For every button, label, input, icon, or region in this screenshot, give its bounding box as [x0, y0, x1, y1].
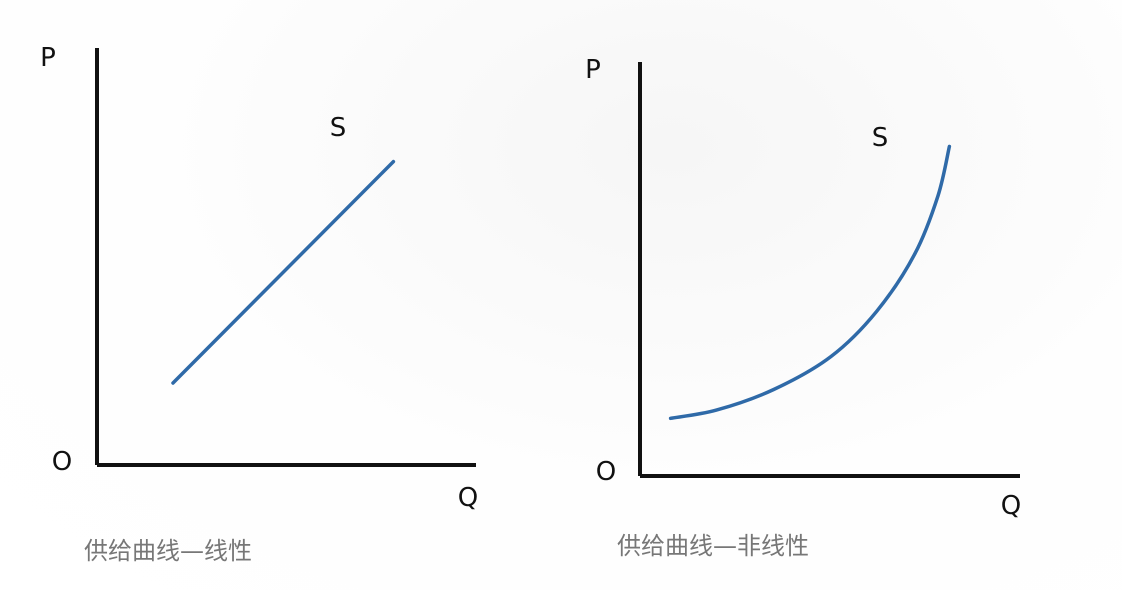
series-label: S — [330, 113, 347, 143]
chart-panel-1: P O Q S 供给曲线—线性 — [40, 43, 478, 565]
chart-caption: 供给曲线—线性 — [84, 537, 252, 565]
origin-label: O — [596, 457, 616, 487]
supply-curve-line — [668, 144, 952, 421]
supply-curve-line — [171, 159, 396, 385]
x-axis-label: Q — [1001, 491, 1021, 521]
series-label: S — [872, 123, 889, 153]
chart-panel-2: P O Q S 供给曲线—非线性 — [585, 55, 1021, 560]
y-axis-label: P — [40, 43, 56, 73]
y-axis-label: P — [585, 55, 601, 85]
chart-caption: 供给曲线—非线性 — [617, 532, 809, 560]
origin-label: O — [52, 447, 72, 477]
x-axis-label: Q — [458, 483, 478, 513]
